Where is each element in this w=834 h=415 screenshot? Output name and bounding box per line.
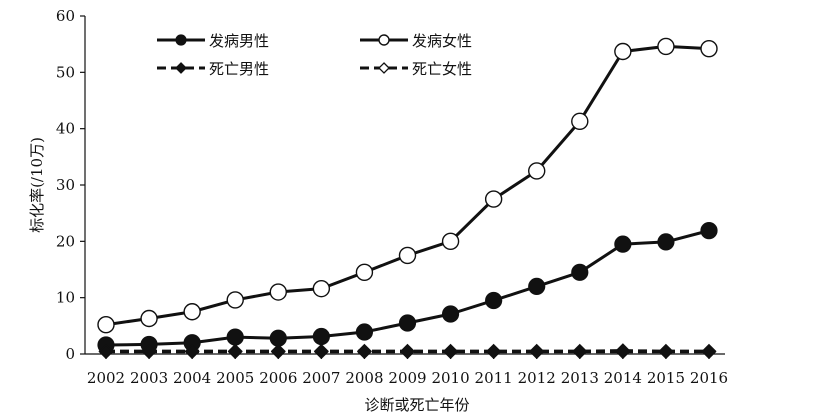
x-tick-label: 2006 <box>259 369 297 387</box>
x-tick-label: 2010 <box>431 369 469 387</box>
data-point <box>183 303 201 321</box>
data-point <box>528 277 546 295</box>
data-point <box>700 39 718 58</box>
y-tick-label: 40 <box>56 120 75 138</box>
legend-marker <box>378 34 390 46</box>
data-point <box>615 343 631 359</box>
x-tick-label: 2002 <box>87 369 125 387</box>
data-point <box>226 328 244 346</box>
data-point <box>184 343 200 359</box>
data-point <box>140 309 158 328</box>
x-tick-label: 2008 <box>345 369 383 387</box>
y-tick-label: 60 <box>56 7 75 25</box>
series-line <box>105 44 710 327</box>
data-point <box>270 343 286 359</box>
data-point <box>97 316 115 334</box>
data-point <box>98 343 114 359</box>
data-point <box>312 279 331 298</box>
data-point <box>528 162 546 180</box>
data-point <box>227 343 243 359</box>
legend-label: 发病女性 <box>412 32 472 50</box>
x-tick-label: 2013 <box>561 369 599 387</box>
x-tick-label: 2007 <box>302 369 340 387</box>
data-point <box>443 343 458 359</box>
legend-label: 死亡男性 <box>209 60 269 78</box>
data-point <box>700 222 718 240</box>
y-tick-label: 20 <box>56 232 75 250</box>
series-layer <box>97 37 718 360</box>
y-tick-label: 30 <box>56 176 75 194</box>
data-point <box>571 112 589 131</box>
data-point <box>657 37 675 56</box>
x-tick-label: 2004 <box>173 369 211 387</box>
data-point <box>355 323 374 341</box>
legend-item: 死亡男性 <box>157 60 269 78</box>
series-1 <box>97 222 718 354</box>
data-point <box>485 291 503 310</box>
data-point <box>398 246 417 265</box>
data-point <box>313 343 329 359</box>
x-tick-label: 2009 <box>388 369 426 387</box>
data-point <box>658 343 674 359</box>
series-2 <box>97 37 718 334</box>
y-tick-label: 0 <box>65 345 75 363</box>
legend-label: 死亡女性 <box>412 60 472 78</box>
x-tick-label: 2016 <box>690 369 728 387</box>
legend-marker <box>175 34 187 46</box>
y-axis-title: 标化率(/10万) <box>28 137 46 233</box>
axes: 0 10 20 30 40 50 60 2002 2003 2004 2005 2006 2007 200… <box>56 7 728 387</box>
legend-item: 发病女性 <box>360 32 472 50</box>
data-point <box>398 314 417 332</box>
legend-item: 死亡女性 <box>360 60 472 78</box>
data-point <box>701 343 717 359</box>
x-tick-label: 2012 <box>518 369 556 387</box>
legend-marker <box>378 62 390 74</box>
data-point <box>400 343 415 359</box>
x-axis-title: 诊断或死亡年份 <box>364 396 469 414</box>
x-tick-label: 2014 <box>604 369 642 387</box>
y-tick-label: 50 <box>56 63 75 81</box>
legend-item: 发病男性 <box>157 32 269 50</box>
x-tick-label: 2015 <box>647 369 685 387</box>
data-point <box>226 291 244 309</box>
data-point <box>355 263 374 282</box>
x-tick-label: 2005 <box>216 369 254 387</box>
data-point <box>572 343 588 359</box>
legend-marker <box>175 62 187 74</box>
data-point <box>141 343 157 359</box>
data-point <box>484 190 503 208</box>
data-point <box>614 235 632 253</box>
legend-label: 发病男性 <box>209 32 269 50</box>
series-3 <box>98 343 717 359</box>
data-point <box>614 42 632 61</box>
data-point <box>441 305 460 323</box>
x-tick-label: 2011 <box>475 369 513 387</box>
data-point <box>312 327 330 346</box>
data-point <box>486 343 502 359</box>
x-tick-label: 2003 <box>130 369 168 387</box>
data-point <box>269 283 287 301</box>
data-point <box>657 233 675 251</box>
y-tick-label: 10 <box>56 289 75 307</box>
data-point <box>571 263 589 281</box>
data-point <box>529 343 545 359</box>
data-point <box>357 343 372 359</box>
data-point <box>441 232 460 251</box>
